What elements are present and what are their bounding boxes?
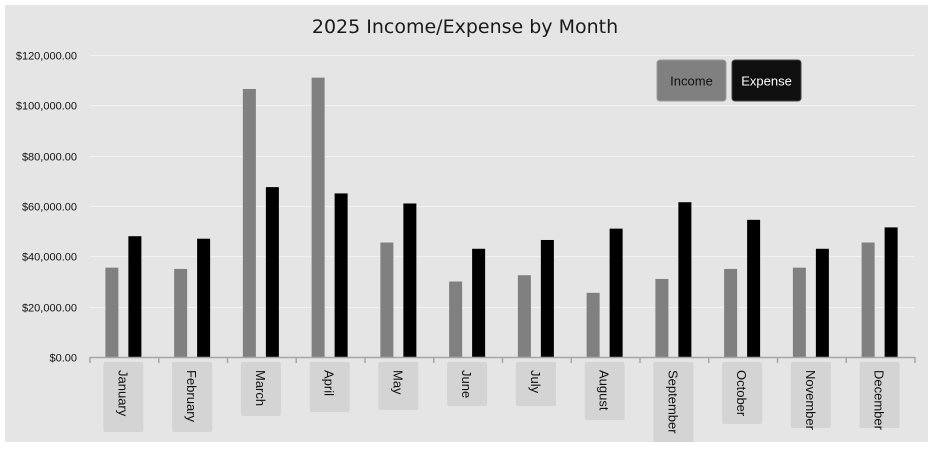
bar-income-june bbox=[449, 281, 463, 357]
legend: Income Expense bbox=[656, 59, 802, 102]
month-button-bg bbox=[378, 362, 419, 410]
legend-button-bg bbox=[656, 59, 727, 102]
month-button-april[interactable]: April bbox=[309, 362, 350, 412]
bar-expense-april bbox=[334, 193, 348, 357]
month-button-bg bbox=[859, 362, 900, 428]
chart-title: 2025 Income/Expense by Month bbox=[312, 16, 618, 38]
bar-income-july bbox=[517, 275, 531, 357]
bar-expense-august bbox=[609, 228, 623, 357]
month-button-bg bbox=[584, 362, 625, 420]
y-tick-label: $40,000.00 bbox=[22, 252, 77, 264]
month-label: May bbox=[390, 370, 405, 395]
bar-expense-december bbox=[884, 227, 898, 357]
legend-label: Expense bbox=[741, 74, 792, 89]
bars bbox=[105, 77, 898, 358]
month-label: June bbox=[459, 370, 474, 398]
month-button-october[interactable]: October bbox=[722, 362, 763, 424]
x-axis-month-buttons: January February March April May June July Augu… bbox=[103, 362, 900, 442]
month-label: March bbox=[253, 370, 268, 406]
y-tick-label: $120,000.00 bbox=[16, 51, 77, 63]
bar-income-january bbox=[105, 267, 119, 357]
month-button-january[interactable]: January bbox=[103, 362, 144, 432]
month-button-bg bbox=[722, 362, 763, 424]
month-button-november[interactable]: November bbox=[790, 362, 831, 431]
bar-income-november bbox=[792, 267, 806, 357]
month-label: November bbox=[803, 370, 818, 431]
x-axis-ticks bbox=[89, 357, 916, 363]
y-tick-label: $100,000.00 bbox=[16, 101, 77, 113]
bar-expense-september bbox=[678, 202, 692, 357]
month-button-may[interactable]: May bbox=[378, 362, 419, 410]
bar-income-march bbox=[242, 88, 256, 357]
month-label: April bbox=[322, 370, 337, 396]
month-button-bg bbox=[309, 362, 350, 412]
bar-income-april bbox=[311, 77, 325, 358]
bar-income-august bbox=[586, 292, 600, 357]
month-label: September bbox=[665, 370, 680, 434]
month-button-bg bbox=[515, 362, 556, 406]
bar-income-september bbox=[655, 278, 669, 357]
y-tick-label: $60,000.00 bbox=[22, 202, 77, 214]
month-label: July bbox=[528, 370, 543, 394]
month-label: January bbox=[115, 370, 130, 417]
bar-income-october bbox=[724, 268, 738, 357]
y-axis-tick-labels: $0.00 $20,000.00 $40,000.00 $60,000.00 $80,0… bbox=[16, 51, 77, 365]
month-button-february[interactable]: February bbox=[172, 362, 213, 432]
bar-income-february bbox=[174, 268, 188, 357]
bar-income-december bbox=[861, 242, 875, 357]
bar-expense-january bbox=[128, 236, 142, 357]
bar-expense-march bbox=[265, 187, 279, 357]
month-button-bg bbox=[447, 362, 488, 406]
bar-expense-october bbox=[747, 219, 761, 357]
month-button-june[interactable]: June bbox=[447, 362, 488, 406]
legend-item-expense[interactable]: Expense bbox=[731, 59, 802, 102]
month-button-bg bbox=[172, 362, 213, 432]
month-label: October bbox=[734, 370, 749, 417]
bar-expense-february bbox=[197, 238, 211, 357]
bar-income-may bbox=[380, 242, 394, 357]
y-tick-label: $0.00 bbox=[49, 353, 77, 365]
month-button-september[interactable]: September bbox=[653, 362, 694, 442]
month-button-bg bbox=[103, 362, 144, 432]
bar-expense-june bbox=[472, 248, 486, 357]
month-button-august[interactable]: August bbox=[584, 362, 625, 420]
chart-card: 2025 Income/Expense by Month $0.00 $20,00… bbox=[5, 5, 928, 442]
bar-expense-november bbox=[815, 248, 829, 357]
income-expense-chart: 2025 Income/Expense by Month $0.00 $20,00… bbox=[16, 16, 916, 442]
month-label: February bbox=[184, 370, 199, 423]
legend-item-income[interactable]: Income bbox=[656, 59, 727, 102]
month-button-bg bbox=[240, 362, 281, 416]
month-button-bg bbox=[653, 362, 694, 442]
bar-expense-july bbox=[540, 239, 554, 357]
y-tick-label: $80,000.00 bbox=[22, 152, 77, 164]
bar-expense-may bbox=[403, 203, 417, 357]
month-label: August bbox=[597, 370, 612, 411]
gridlines bbox=[90, 55, 915, 308]
legend-label: Income bbox=[670, 74, 713, 89]
month-label: December bbox=[872, 370, 887, 431]
month-button-march[interactable]: March bbox=[240, 362, 281, 416]
month-button-july[interactable]: July bbox=[515, 362, 556, 406]
legend-button-bg bbox=[731, 59, 802, 102]
month-button-bg bbox=[790, 362, 831, 428]
y-tick-label: $20,000.00 bbox=[22, 303, 77, 315]
month-button-december[interactable]: December bbox=[859, 362, 900, 431]
